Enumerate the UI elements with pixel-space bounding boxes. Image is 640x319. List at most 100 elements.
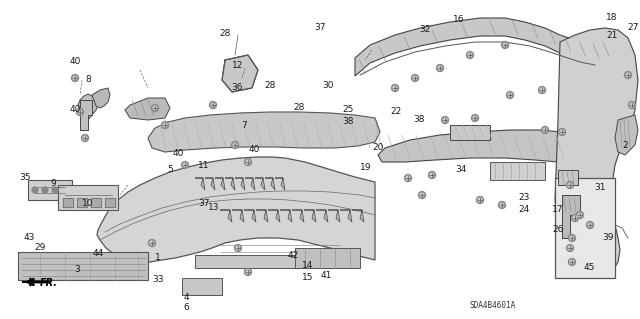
Text: 30: 30 — [323, 81, 333, 91]
Circle shape — [78, 110, 82, 114]
Bar — [63, 198, 73, 207]
Bar — [77, 198, 87, 207]
Circle shape — [443, 118, 447, 122]
Circle shape — [430, 173, 434, 177]
Circle shape — [420, 193, 424, 197]
Polygon shape — [292, 210, 304, 222]
Text: 13: 13 — [208, 203, 220, 211]
Polygon shape — [244, 210, 256, 222]
Text: 23: 23 — [518, 192, 530, 202]
Circle shape — [566, 182, 573, 189]
Text: SDA4B4601A: SDA4B4601A — [470, 300, 516, 309]
Text: 36: 36 — [231, 83, 243, 92]
Text: 38: 38 — [342, 116, 354, 125]
Polygon shape — [92, 88, 110, 108]
Circle shape — [419, 191, 426, 198]
Polygon shape — [280, 210, 292, 222]
Text: 39: 39 — [602, 234, 614, 242]
Text: 35: 35 — [19, 174, 31, 182]
Circle shape — [502, 41, 509, 48]
Polygon shape — [255, 178, 265, 190]
Polygon shape — [58, 185, 118, 210]
Polygon shape — [28, 180, 72, 200]
Circle shape — [625, 71, 632, 78]
Text: 37: 37 — [198, 199, 210, 209]
Polygon shape — [378, 130, 572, 162]
Polygon shape — [268, 210, 280, 222]
Circle shape — [183, 163, 187, 167]
Circle shape — [209, 101, 216, 108]
Circle shape — [572, 214, 579, 221]
Circle shape — [630, 103, 634, 107]
Circle shape — [570, 260, 574, 264]
Text: 6: 6 — [183, 303, 189, 313]
Text: 2: 2 — [622, 140, 628, 150]
Text: 37: 37 — [314, 23, 326, 32]
Circle shape — [233, 143, 237, 147]
Polygon shape — [225, 178, 235, 190]
Circle shape — [568, 246, 572, 250]
Polygon shape — [562, 195, 580, 238]
Circle shape — [559, 129, 566, 136]
Circle shape — [392, 85, 399, 92]
Circle shape — [436, 64, 444, 71]
Text: 20: 20 — [372, 144, 384, 152]
Circle shape — [413, 76, 417, 80]
Circle shape — [503, 43, 507, 47]
Circle shape — [32, 187, 38, 193]
Text: 8: 8 — [85, 75, 91, 84]
Text: 12: 12 — [232, 61, 244, 70]
Circle shape — [467, 51, 474, 58]
Text: 17: 17 — [552, 205, 564, 214]
Text: 31: 31 — [595, 183, 605, 192]
Text: 1: 1 — [155, 254, 161, 263]
Circle shape — [406, 176, 410, 180]
Text: 19: 19 — [360, 164, 372, 173]
Circle shape — [472, 115, 479, 122]
Polygon shape — [316, 210, 328, 222]
Circle shape — [588, 223, 592, 227]
Polygon shape — [328, 210, 340, 222]
Text: 43: 43 — [23, 233, 35, 241]
Text: 28: 28 — [264, 81, 276, 91]
Circle shape — [586, 221, 593, 228]
Circle shape — [163, 123, 167, 127]
Text: 32: 32 — [419, 25, 431, 33]
Circle shape — [246, 160, 250, 164]
Polygon shape — [195, 178, 205, 190]
Bar — [105, 198, 115, 207]
Text: 45: 45 — [583, 263, 595, 272]
Circle shape — [478, 198, 482, 202]
Circle shape — [473, 116, 477, 120]
Polygon shape — [256, 210, 268, 222]
Text: 40: 40 — [248, 145, 260, 154]
Text: 5: 5 — [167, 166, 173, 174]
Circle shape — [152, 105, 159, 112]
Polygon shape — [245, 178, 255, 190]
Text: 41: 41 — [320, 271, 332, 280]
Circle shape — [393, 86, 397, 90]
Circle shape — [570, 236, 574, 240]
Text: 40: 40 — [69, 106, 81, 115]
Polygon shape — [555, 28, 638, 275]
Text: 11: 11 — [198, 160, 210, 169]
Circle shape — [153, 106, 157, 110]
Circle shape — [73, 76, 77, 80]
Circle shape — [161, 122, 168, 129]
Circle shape — [244, 269, 252, 276]
Polygon shape — [304, 210, 316, 222]
Circle shape — [412, 75, 419, 81]
Polygon shape — [235, 178, 245, 190]
Circle shape — [560, 130, 564, 134]
Circle shape — [541, 127, 548, 133]
Polygon shape — [490, 162, 545, 180]
Circle shape — [538, 86, 545, 93]
Circle shape — [211, 103, 215, 107]
Polygon shape — [558, 170, 578, 185]
Polygon shape — [295, 248, 360, 268]
Circle shape — [81, 135, 88, 142]
Polygon shape — [205, 178, 215, 190]
Circle shape — [499, 202, 506, 209]
Circle shape — [404, 174, 412, 182]
Text: 14: 14 — [302, 261, 314, 270]
